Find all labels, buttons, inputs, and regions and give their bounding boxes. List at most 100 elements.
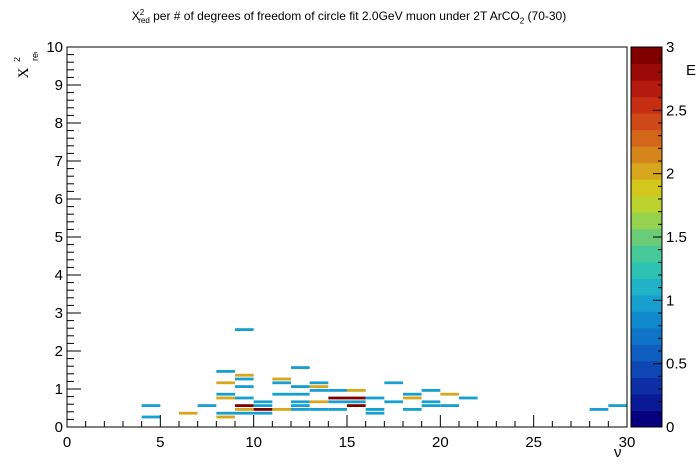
heatmap-cell	[421, 404, 441, 407]
x-axis-title: ν	[614, 444, 622, 461]
y-tick-label: 6	[55, 191, 63, 208]
heatmap-cell	[235, 328, 254, 331]
heatmap-cell	[309, 385, 329, 388]
heatmap-cell	[216, 370, 235, 373]
ylabel-main: X	[16, 67, 32, 78]
heatmap-cell	[291, 385, 310, 388]
heatmap-cell	[421, 400, 441, 404]
x-tick-label: 15	[339, 434, 356, 451]
z-axis: 0 0.5 1 1.5 2 2.5 3	[653, 39, 687, 436]
palette-swatch	[631, 162, 662, 180]
heatmap-cell	[272, 377, 291, 381]
heatmap-cell	[608, 404, 627, 407]
heatmap-cell	[141, 404, 161, 407]
heatmap-cell	[365, 408, 385, 411]
palette-swatch	[631, 129, 662, 147]
palette-swatch	[631, 146, 662, 164]
heatmap-cell	[216, 381, 235, 385]
x-tick-label: 30	[619, 434, 636, 451]
title-sub: red	[138, 16, 150, 26]
palette-swatch	[631, 377, 662, 395]
y-tick-label: 1	[55, 381, 63, 398]
title-rest: per # of degrees of freedom of circle fi…	[149, 9, 520, 23]
x-tick-label: 5	[156, 434, 164, 451]
palette-swatch	[631, 179, 662, 197]
x-tick-label: 20	[432, 434, 449, 451]
heatmap-cell	[216, 396, 235, 400]
heatmap-cell	[309, 400, 329, 404]
x-tick-label: 0	[63, 434, 71, 451]
z-tick-label: 1	[666, 292, 674, 309]
heatmap-cell	[272, 408, 291, 411]
palette-swatch	[631, 294, 662, 312]
heatmap-cell	[421, 389, 441, 392]
heatmap-cell	[291, 392, 310, 396]
heatmap-cell	[235, 373, 254, 377]
plot-frame	[66, 46, 628, 428]
z-tick-label: 2	[666, 166, 674, 183]
palette-swatch	[631, 278, 662, 296]
heatmap-cell	[384, 381, 403, 385]
chart-title: X2red per # of degrees of freedom of cir…	[0, 8, 698, 25]
heatmap-cell	[253, 400, 273, 404]
heatmap-cell	[197, 404, 217, 407]
z-tick-label: 1.5	[666, 229, 687, 246]
heatmap-cell	[253, 411, 273, 415]
y-tick-label: 2	[55, 343, 63, 360]
heatmap-cell	[328, 389, 347, 392]
ylabel-sub: red	[30, 52, 40, 61]
heatmap-cell	[291, 404, 310, 407]
palette-swatch	[631, 80, 662, 98]
palette-swatch	[631, 228, 662, 246]
y-tick-label: 5	[55, 229, 63, 246]
heatmap-cell	[328, 400, 347, 404]
heatmap-cell	[347, 400, 366, 404]
palette-swatch	[631, 96, 662, 114]
heatmap-cell	[403, 392, 422, 396]
heatmap-cell	[347, 404, 366, 407]
heatmap-cell	[459, 396, 478, 400]
heatmap-cell	[235, 408, 254, 411]
heatmap-cell	[589, 408, 609, 411]
y-tick-label: 10	[46, 39, 63, 56]
heatmap-cell	[384, 400, 403, 404]
ylabel-sup: 2	[14, 57, 22, 62]
heatmap-cell	[440, 404, 459, 407]
y-axis-title: X 2 red	[12, 48, 40, 92]
z-tick-label: 0.5	[666, 356, 687, 373]
heatmap-cell	[309, 408, 329, 411]
heatmap-cell	[309, 381, 329, 385]
heatmap-cell	[403, 408, 422, 411]
y-tick-label: 0	[55, 419, 63, 436]
heatmap-cells	[141, 328, 627, 419]
z-tick-label: 2.5	[666, 102, 687, 119]
palette-swatch	[631, 311, 662, 329]
x-axis: 0 5 10 15 20 25 30	[63, 415, 636, 451]
y-axis: 0 1 2 3 4 5 6 7 8 9 10	[46, 39, 81, 436]
x-tick-label: 10	[245, 434, 262, 451]
heatmap-cell	[253, 408, 273, 411]
heatmap-cell	[235, 396, 254, 400]
y-tick-label: 3	[55, 305, 63, 322]
heatmap-cell	[179, 411, 198, 415]
y-tick-label: 9	[55, 77, 63, 94]
z-axis-title: E	[686, 62, 697, 79]
palette-swatch	[631, 63, 662, 81]
heatmap-cell	[235, 404, 254, 407]
z-tick-label: 0	[666, 419, 674, 436]
heatmap-cell	[291, 366, 310, 369]
palette-swatch	[631, 360, 662, 378]
heatmap-cell	[216, 415, 235, 419]
palette-swatch	[631, 212, 662, 230]
heatmap-cell	[291, 400, 310, 404]
palette-swatch	[631, 410, 662, 428]
x-tick-label: 25	[525, 434, 542, 451]
heatmap-cell	[291, 408, 310, 411]
title-rest2: (70-30)	[524, 9, 567, 23]
heatmap-cell	[347, 389, 366, 392]
heatmap-cell	[365, 396, 385, 400]
y-tick-label: 4	[55, 267, 63, 284]
heatmap-cell	[365, 411, 385, 415]
heatmap-cell	[328, 396, 347, 400]
heatmap-cell	[141, 415, 161, 419]
